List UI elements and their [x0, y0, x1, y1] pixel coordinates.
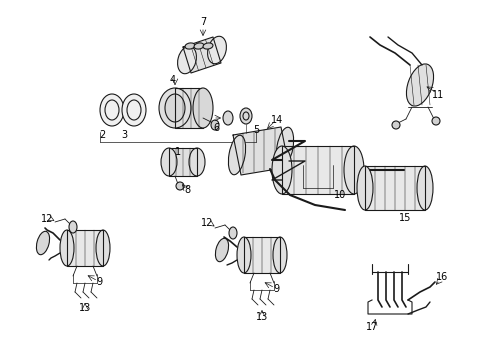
Ellipse shape	[203, 43, 212, 49]
Ellipse shape	[228, 135, 245, 175]
Text: 12: 12	[201, 218, 213, 228]
Text: 13: 13	[79, 303, 91, 313]
Text: 16: 16	[435, 272, 447, 282]
Ellipse shape	[276, 127, 293, 167]
Ellipse shape	[416, 166, 432, 210]
Polygon shape	[175, 88, 203, 128]
Text: 14: 14	[270, 115, 283, 125]
Ellipse shape	[271, 146, 291, 194]
Polygon shape	[244, 237, 280, 273]
Ellipse shape	[159, 88, 191, 128]
Text: 11: 11	[431, 90, 443, 100]
Ellipse shape	[122, 94, 146, 126]
Ellipse shape	[176, 182, 183, 190]
Ellipse shape	[177, 46, 196, 74]
Polygon shape	[232, 127, 288, 175]
Text: 3: 3	[121, 130, 127, 140]
Ellipse shape	[228, 227, 237, 239]
Text: 12: 12	[41, 214, 53, 224]
Ellipse shape	[36, 231, 49, 255]
Text: 4: 4	[170, 75, 176, 85]
Text: 15: 15	[398, 213, 410, 223]
Text: 1: 1	[175, 147, 181, 157]
Text: 7: 7	[200, 17, 206, 27]
Polygon shape	[364, 166, 424, 210]
Ellipse shape	[161, 148, 177, 176]
Ellipse shape	[210, 120, 219, 130]
Text: 10: 10	[333, 190, 346, 200]
Text: 5: 5	[252, 125, 259, 135]
Ellipse shape	[184, 43, 195, 49]
Ellipse shape	[60, 230, 74, 266]
Ellipse shape	[343, 146, 363, 194]
Ellipse shape	[100, 94, 124, 126]
Ellipse shape	[215, 238, 228, 262]
Polygon shape	[169, 148, 197, 176]
Ellipse shape	[356, 166, 372, 210]
Polygon shape	[183, 37, 221, 73]
Ellipse shape	[406, 64, 433, 106]
Polygon shape	[67, 230, 103, 266]
Text: 9: 9	[96, 277, 102, 287]
Text: 9: 9	[272, 284, 279, 294]
Ellipse shape	[189, 148, 204, 176]
Text: 2: 2	[99, 130, 105, 140]
Ellipse shape	[223, 111, 232, 125]
Ellipse shape	[96, 230, 110, 266]
Ellipse shape	[207, 36, 226, 64]
Text: 6: 6	[212, 123, 219, 133]
Ellipse shape	[237, 237, 250, 273]
Ellipse shape	[69, 221, 77, 233]
Ellipse shape	[164, 94, 184, 122]
Ellipse shape	[194, 43, 203, 49]
Text: 8: 8	[183, 185, 190, 195]
Ellipse shape	[240, 108, 251, 124]
Ellipse shape	[431, 117, 439, 125]
Ellipse shape	[391, 121, 399, 129]
Text: 13: 13	[255, 312, 267, 322]
Text: 17: 17	[365, 322, 377, 332]
Ellipse shape	[272, 237, 286, 273]
Ellipse shape	[193, 88, 213, 128]
Polygon shape	[282, 146, 353, 194]
